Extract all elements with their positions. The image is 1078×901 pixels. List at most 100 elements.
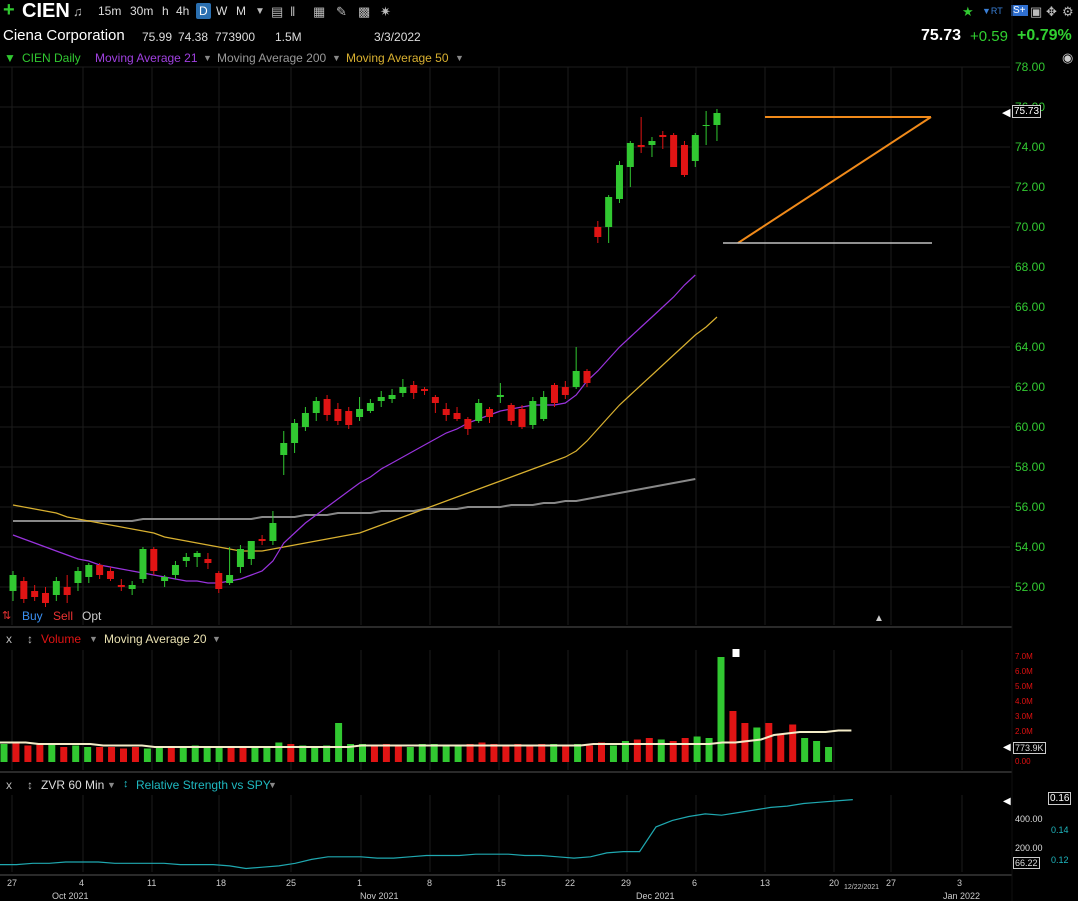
date-tick-label: Dec 2021 xyxy=(636,891,675,901)
options-button[interactable]: Opt xyxy=(82,609,102,623)
chart-type-icon[interactable]: ▤ xyxy=(271,4,284,19)
buy-button[interactable]: Buy xyxy=(22,609,43,623)
volume-bar xyxy=(502,745,510,762)
volume-bar xyxy=(287,744,295,762)
globe-icon[interactable]: ◉ xyxy=(1062,50,1074,65)
date-tick-label: 20 xyxy=(829,878,840,888)
volume-bar xyxy=(621,741,629,762)
ma21-dropdown-icon[interactable]: ▼ xyxy=(203,53,212,63)
quote-bar: Ciena Corporation 75.99 74.38 773900 1.5… xyxy=(0,26,1078,46)
volume-close-button[interactable]: x xyxy=(6,632,12,646)
share-icon[interactable]: ✷ xyxy=(380,4,391,19)
volume-bar xyxy=(72,745,80,762)
move-icon[interactable]: ✥ xyxy=(1046,4,1057,19)
candle-body xyxy=(518,409,526,427)
rs-current-box: 0.16 xyxy=(1048,792,1072,805)
volume-tick-label: 3.0M xyxy=(1015,712,1033,721)
realtime-icon[interactable]: ▼RT xyxy=(982,6,1003,16)
volume-ma-dropdown-icon[interactable]: ▼ xyxy=(212,634,221,644)
volume-bar xyxy=(335,723,343,762)
volume-bar xyxy=(155,747,163,762)
candle-body xyxy=(399,387,407,393)
timeframe-m[interactable]: M xyxy=(236,4,246,18)
indicators-icon[interactable]: ‖ xyxy=(290,4,296,19)
legend-ma50[interactable]: Moving Average 50 xyxy=(346,51,449,65)
rs-pointer-icon: ◀ xyxy=(1003,796,1011,807)
zvr-title[interactable]: ZVR 60 Min xyxy=(41,778,105,792)
rs-dropdown-icon[interactable]: ▼ xyxy=(268,780,277,790)
volume-bar xyxy=(633,739,641,762)
volume-pointer-icon: ◀ xyxy=(1003,742,1011,753)
zvr-close-button[interactable]: x xyxy=(6,778,12,792)
sell-button[interactable]: Sell xyxy=(53,609,74,623)
candle-body xyxy=(31,591,39,597)
volume-move-icon[interactable]: ↕ xyxy=(27,632,33,646)
timeframe-h[interactable]: h xyxy=(162,4,169,18)
price-tick-label: 64.00 xyxy=(1015,340,1046,354)
candle-body xyxy=(41,593,49,603)
candle-body xyxy=(475,403,483,421)
candle-body xyxy=(193,553,201,557)
zvr-move-icon[interactable]: ↕ xyxy=(27,778,33,792)
star-icon[interactable]: ★ xyxy=(962,4,974,19)
volume-bar xyxy=(729,711,737,762)
date-tick-label: 13 xyxy=(760,878,771,888)
legend-chevron-icon[interactable]: ▼ xyxy=(4,51,16,65)
sp-icon[interactable]: S+ xyxy=(1011,5,1028,16)
date-tick-label: 27 xyxy=(886,878,897,888)
volume-bar xyxy=(12,742,20,762)
candle-body xyxy=(150,549,158,571)
chevron-down-icon[interactable]: ▼ xyxy=(255,6,265,17)
ma200-dropdown-icon[interactable]: ▼ xyxy=(332,53,341,63)
draw-icon[interactable]: ✎ xyxy=(336,4,347,19)
volume-bar xyxy=(526,745,534,762)
zvr-dropdown-icon[interactable]: ▼ xyxy=(107,780,116,790)
volume-bar xyxy=(48,744,56,762)
settings-icon[interactable]: ⚙ xyxy=(1062,4,1074,19)
timeframe-4h[interactable]: 4h xyxy=(176,4,190,18)
date-tick-label: Jan 2022 xyxy=(943,891,981,901)
volume-dropdown-icon[interactable]: ▼ xyxy=(89,634,98,644)
volume-title[interactable]: Volume xyxy=(41,632,82,646)
megaphone-icon[interactable]: ♫ xyxy=(73,4,83,19)
volume-bar xyxy=(693,736,701,762)
price-change: +0.59 xyxy=(970,28,1008,45)
candle-body xyxy=(323,399,331,415)
legend-series[interactable]: CIEN Daily xyxy=(22,51,81,65)
price-pointer-icon: ◀ xyxy=(1002,107,1011,119)
price-tick-label: 70.00 xyxy=(1015,220,1046,234)
symbol-label[interactable]: CIEN xyxy=(22,0,70,22)
price-tick-label: 54.00 xyxy=(1015,540,1046,554)
rs-title[interactable]: Relative Strength vs SPY xyxy=(136,778,271,792)
trade-icon[interactable]: ⇅ xyxy=(2,610,12,622)
layout-icon[interactable]: ▩ xyxy=(358,4,371,19)
legend-ma200[interactable]: Moving Average 200 xyxy=(217,51,327,65)
candle-body xyxy=(204,559,212,563)
ma50-dropdown-icon[interactable]: ▼ xyxy=(455,53,464,63)
timeframe-30m[interactable]: 30m xyxy=(130,4,154,18)
candle-body xyxy=(670,135,678,167)
volume-tick-label: 2.0M xyxy=(1015,727,1033,736)
volume-bar xyxy=(514,744,522,762)
candle-body xyxy=(702,125,710,126)
timeframe-w[interactable]: W xyxy=(216,4,228,18)
scroll-up-icon[interactable]: ▲ xyxy=(874,613,884,624)
add-symbol-icon[interactable]: + xyxy=(3,0,15,21)
volume-bar xyxy=(370,745,378,762)
candle-body xyxy=(269,523,277,541)
price-tick-label: 78.00 xyxy=(1015,60,1046,74)
ma200-line xyxy=(13,478,696,522)
volume-bar xyxy=(538,744,546,762)
timeframe-d[interactable]: D xyxy=(196,3,211,19)
rs-move-icon[interactable]: ↕ xyxy=(123,778,129,790)
save-icon[interactable]: ▣ xyxy=(1030,4,1043,19)
volume-bar xyxy=(490,744,498,762)
legend-ma21[interactable]: Moving Average 21 xyxy=(95,51,198,65)
timeframe-15m[interactable]: 15m xyxy=(98,4,122,18)
calendar-icon[interactable]: ▦ xyxy=(313,4,326,19)
candle-body xyxy=(85,565,93,577)
volume-ma-label[interactable]: Moving Average 20 xyxy=(104,632,207,646)
date-tick-label: 4 xyxy=(79,878,85,888)
candle-body xyxy=(583,371,591,383)
